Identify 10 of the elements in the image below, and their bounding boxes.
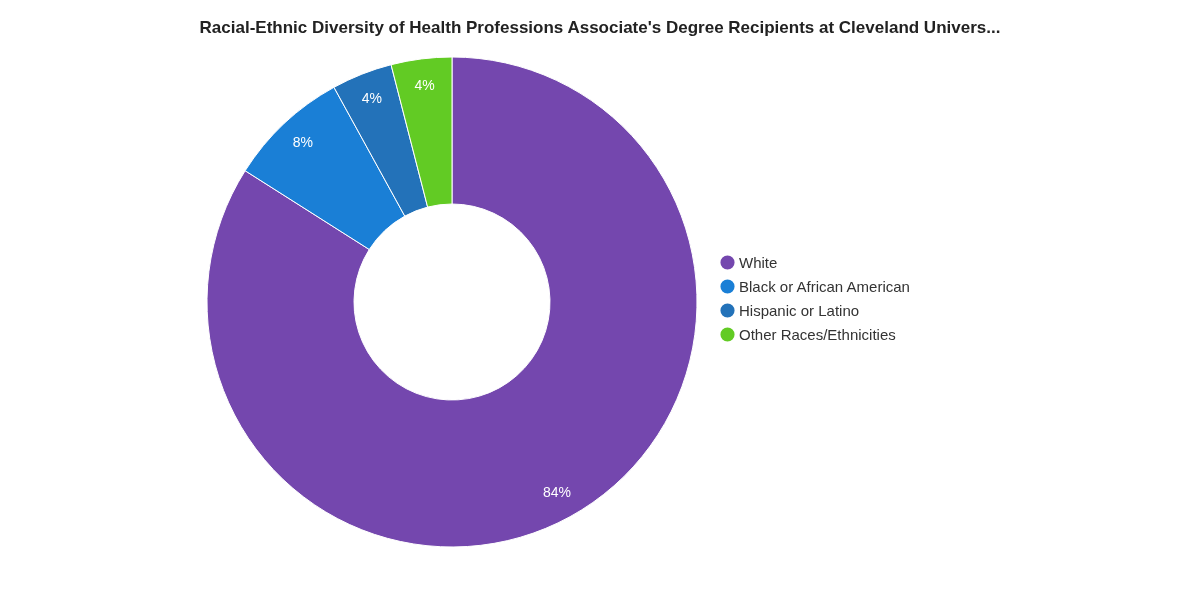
legend-label: Black or African American xyxy=(739,277,910,295)
chart-title: Racial-Ethnic Diversity of Health Professions Associate's Degree Recipients at Cleveland Univers... xyxy=(199,18,1001,37)
legend-label: Hispanic or Latino xyxy=(739,301,860,319)
data-label: 4% xyxy=(414,76,435,93)
legend-label: Other Races/Ethnicities xyxy=(739,325,896,343)
donut-slice xyxy=(206,56,698,548)
legend-label: White xyxy=(739,253,778,271)
data-label: 8% xyxy=(292,134,313,151)
data-label: 84% xyxy=(543,484,572,501)
data-label: 4% xyxy=(361,90,382,107)
